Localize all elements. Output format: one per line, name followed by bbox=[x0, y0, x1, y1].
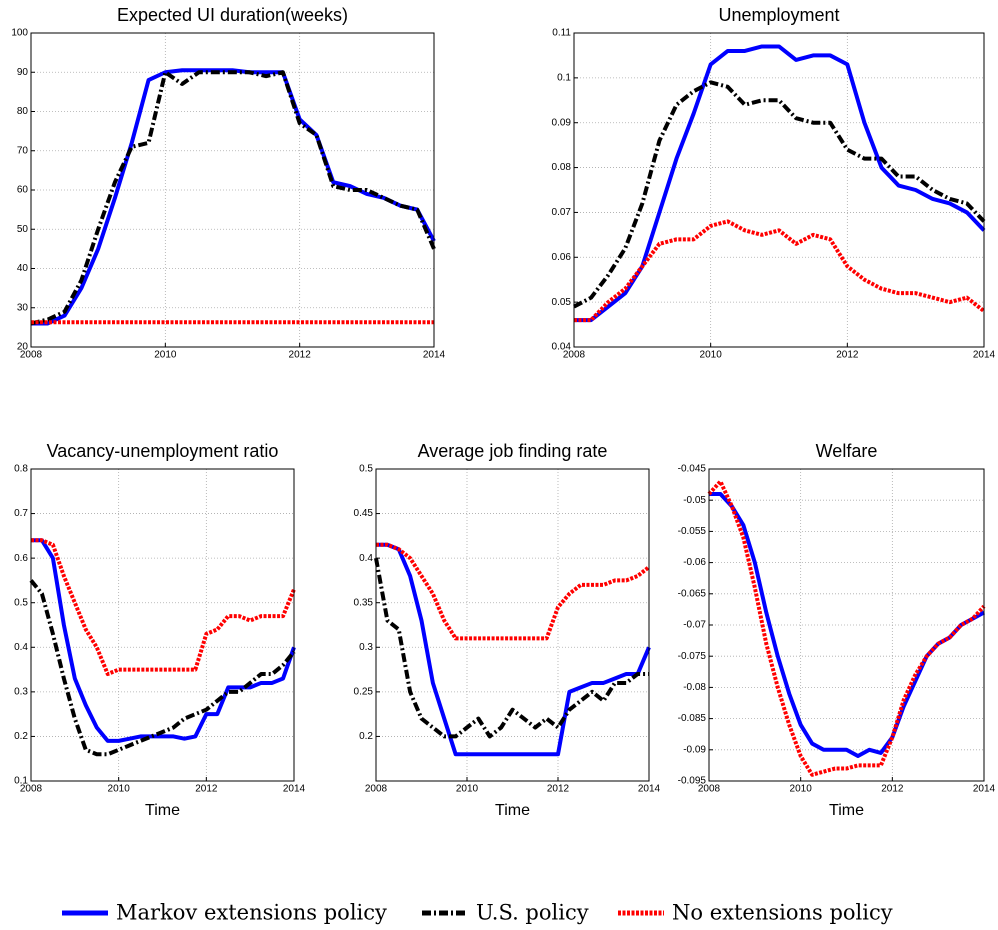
y-tick-label: 0.25 bbox=[354, 686, 374, 697]
y-tick-label: 50 bbox=[17, 224, 29, 235]
x-tick-label: 2010 bbox=[108, 784, 131, 795]
y-tick-label: -0.09 bbox=[683, 744, 706, 755]
axes-box bbox=[573, 32, 985, 348]
y-tick-label: 60 bbox=[17, 185, 29, 196]
axes-box bbox=[708, 468, 985, 782]
y-tick-label: -0.065 bbox=[678, 588, 707, 599]
series-line bbox=[573, 80, 986, 309]
y-tick-label: -0.08 bbox=[683, 682, 706, 693]
x-tick-label: 2008 bbox=[20, 784, 43, 795]
series-line bbox=[29, 579, 296, 757]
axes-box bbox=[30, 468, 295, 782]
y-tick-label: -0.075 bbox=[678, 651, 707, 662]
x-tick-label: 2012 bbox=[881, 784, 904, 795]
y-tick-label: 0.11 bbox=[552, 28, 571, 39]
x-tick-label: 2010 bbox=[154, 350, 177, 361]
plot-area bbox=[376, 469, 649, 781]
y-tick-label: 40 bbox=[17, 263, 29, 274]
y-tick-label: 0.07 bbox=[552, 207, 572, 218]
y-tick-label: 0.4 bbox=[359, 553, 373, 564]
y-tick-label: 0.2 bbox=[359, 731, 373, 742]
y-tick-label: 80 bbox=[17, 106, 29, 117]
y-tick-label: 0.8 bbox=[14, 464, 28, 475]
chart-title: Welfare bbox=[816, 441, 878, 461]
x-tick-label: 2010 bbox=[790, 784, 813, 795]
y-tick-label: -0.095 bbox=[678, 776, 707, 787]
plot-area bbox=[574, 33, 984, 347]
series-line bbox=[376, 542, 651, 757]
y-tick-label: 0.04 bbox=[552, 342, 572, 353]
y-tick-label: 0.35 bbox=[354, 597, 374, 608]
series-line bbox=[31, 538, 296, 743]
x-axis-label: Time bbox=[495, 802, 530, 819]
y-tick-label: 30 bbox=[17, 302, 29, 313]
series-line bbox=[574, 219, 986, 323]
legend-label: U.S. policy bbox=[476, 901, 589, 925]
x-tick-label: 2014 bbox=[973, 784, 996, 795]
y-tick-label: 0.3 bbox=[14, 686, 28, 697]
series-line bbox=[30, 70, 436, 326]
series-line bbox=[376, 542, 651, 641]
y-tick-label: 0.6 bbox=[14, 553, 28, 564]
y-tick-label: 70 bbox=[17, 145, 29, 156]
x-tick-label: 2008 bbox=[20, 350, 43, 361]
x-tick-label: 2012 bbox=[289, 350, 312, 361]
x-tick-label: 2010 bbox=[700, 350, 723, 361]
y-tick-label: 0.09 bbox=[552, 117, 572, 128]
y-tick-label: 20 bbox=[17, 342, 29, 353]
y-tick-label: -0.045 bbox=[678, 464, 707, 475]
y-tick-label: -0.085 bbox=[678, 713, 707, 724]
chart-title: Vacancy-unemployment ratio bbox=[47, 441, 279, 461]
series-line bbox=[374, 557, 649, 739]
x-tick-label: 2014 bbox=[423, 350, 446, 361]
plot-area bbox=[31, 469, 294, 781]
y-tick-label: -0.05 bbox=[683, 495, 706, 506]
chart-title: Expected UI duration(weeks) bbox=[117, 5, 348, 25]
y-tick-label: 0.3 bbox=[359, 642, 373, 653]
y-tick-label: 0.7 bbox=[14, 508, 28, 519]
plot-area bbox=[709, 469, 984, 781]
x-tick-label: 2008 bbox=[563, 350, 586, 361]
x-tick-label: 2012 bbox=[195, 784, 218, 795]
y-tick-label: 0.5 bbox=[359, 464, 373, 475]
y-tick-label: 0.08 bbox=[552, 162, 572, 173]
x-tick-label: 2014 bbox=[283, 784, 306, 795]
chart-title: Average job finding rate bbox=[418, 441, 608, 461]
y-tick-label: -0.07 bbox=[683, 620, 706, 631]
y-tick-label: 90 bbox=[17, 67, 29, 78]
y-tick-label: 100 bbox=[11, 28, 28, 39]
x-tick-label: 2012 bbox=[547, 784, 570, 795]
y-tick-label: 0.1 bbox=[14, 776, 28, 787]
chart-title: Unemployment bbox=[718, 5, 839, 25]
y-tick-label: -0.055 bbox=[678, 526, 707, 537]
axes-box bbox=[30, 32, 435, 348]
x-tick-label: 2008 bbox=[698, 784, 721, 795]
x-tick-label: 2014 bbox=[638, 784, 661, 795]
x-tick-label: 2010 bbox=[456, 784, 479, 795]
axes-box bbox=[375, 468, 650, 782]
y-tick-label: 0.2 bbox=[14, 731, 28, 742]
x-axis-label: Time bbox=[145, 802, 180, 819]
y-tick-label: 0.5 bbox=[14, 597, 28, 608]
y-tick-label: -0.06 bbox=[683, 557, 706, 568]
series-line bbox=[707, 479, 986, 777]
x-axis-label: Time bbox=[829, 802, 864, 819]
x-tick-label: 2014 bbox=[973, 350, 996, 361]
y-tick-label: 0.06 bbox=[552, 252, 572, 263]
x-tick-label: 2012 bbox=[836, 350, 859, 361]
legend-label: No extensions policy bbox=[672, 901, 893, 925]
y-tick-label: 0.05 bbox=[552, 297, 572, 308]
y-tick-label: 0.4 bbox=[14, 642, 28, 653]
y-tick-label: 0.1 bbox=[557, 72, 571, 83]
legend-label: Markov extensions policy bbox=[116, 901, 387, 925]
y-tick-label: 0.45 bbox=[354, 508, 374, 519]
x-tick-label: 2008 bbox=[365, 784, 388, 795]
